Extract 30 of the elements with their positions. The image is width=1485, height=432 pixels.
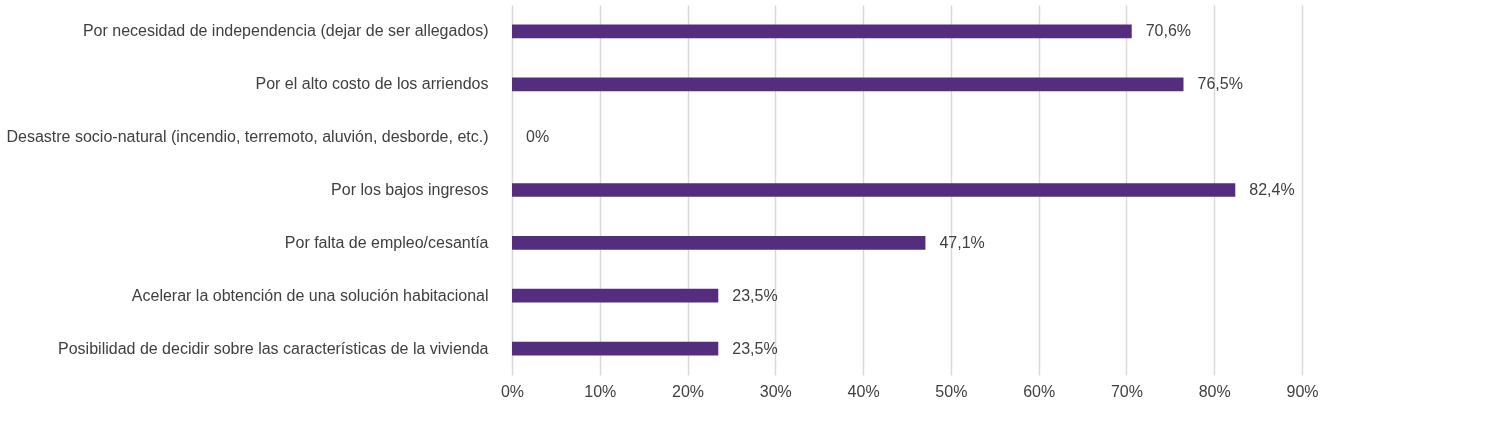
x-tick-label: 0% — [500, 382, 525, 400]
x-tick-label: 60% — [1023, 382, 1056, 400]
y-tick-label: Acelerar la obtención de una solución habitacional — [131, 286, 489, 304]
x-tick-label: 30% — [759, 382, 792, 400]
bar — [512, 77, 1184, 92]
y-tick-label: Desastre socio-natural (incendio, terremoto, aluvión, desborde, etc.) — [6, 128, 489, 146]
y-tick-label: Posibilidad de decidir sobre las características de la vivienda — [58, 339, 489, 357]
x-tick-label: 20% — [672, 382, 705, 400]
bar — [512, 183, 1236, 197]
bar — [512, 341, 719, 356]
data-label: 23,5% — [732, 339, 778, 357]
data-label: 76,5% — [1197, 75, 1243, 93]
bar — [512, 288, 719, 303]
x-tick-label: 10% — [584, 382, 617, 400]
x-tick-label: 70% — [1110, 382, 1143, 400]
data-label: 0% — [526, 128, 550, 146]
y-tick-label: Por el alto costo de los arriendos — [255, 75, 489, 93]
x-tick-label: 90% — [1286, 382, 1319, 400]
y-tick-label: Por necesidad de independencia (dejar de ser allegados) — [82, 22, 489, 40]
bar — [512, 235, 926, 250]
x-tick-label: 50% — [935, 382, 968, 400]
data-label: 23,5% — [732, 286, 778, 304]
x-tick-label: 80% — [1198, 382, 1231, 400]
x-tick-label: 40% — [847, 382, 880, 400]
data-label: 82,4% — [1249, 181, 1295, 198]
y-tick-label: Por los bajos ingresos — [331, 181, 489, 198]
data-label: 70,6% — [1145, 22, 1192, 40]
bar — [512, 24, 1132, 39]
data-label: 47,1% — [939, 233, 985, 251]
y-tick-label: Por falta de empleo/cesantía — [284, 233, 489, 251]
